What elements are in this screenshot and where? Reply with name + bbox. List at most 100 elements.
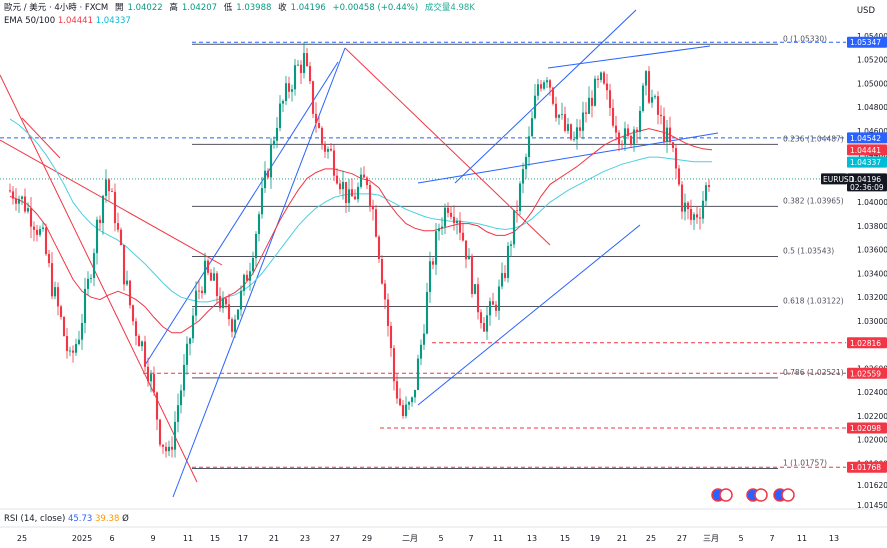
price-tag-label: 1.04196 [850, 175, 881, 184]
candle-body [584, 112, 588, 114]
candle-body [662, 116, 666, 142]
candle-body [185, 343, 189, 365]
candle-body [587, 97, 591, 114]
candle-body [113, 191, 117, 224]
candle-body [593, 78, 597, 106]
price-tag [847, 367, 887, 379]
candle-body [497, 286, 501, 311]
candle-body [77, 339, 81, 344]
candle-body [464, 240, 468, 260]
price-tag-label: 1.02816 [850, 339, 881, 348]
price-tag [847, 132, 887, 144]
candle-body [704, 185, 708, 201]
candle-body [62, 316, 66, 337]
candle-body [410, 397, 414, 403]
candle-body [89, 277, 93, 279]
candle-body [650, 97, 654, 103]
candle-body [161, 444, 165, 447]
candle-body [596, 78, 600, 80]
candle-body [308, 66, 312, 82]
candle-body [191, 315, 195, 339]
candle-body [104, 179, 108, 196]
candle-body [125, 280, 129, 285]
candle-body [302, 53, 306, 74]
candle-body [404, 404, 408, 417]
price-tag-label: 1.04542 [850, 134, 881, 143]
candle-body [266, 170, 270, 178]
ema100-value: 1.04337 [95, 16, 131, 26]
candle-body [11, 191, 15, 199]
price-axis[interactable]: 1.054001.052001.050001.048001.046001.044… [857, 32, 887, 510]
candle-body [26, 208, 30, 212]
candle-body [659, 114, 663, 117]
candle-body [41, 227, 45, 229]
candle-body [416, 358, 420, 390]
x-tick-label: 21 [269, 534, 279, 543]
candle-body [329, 148, 333, 151]
close-value: 1.04196 [290, 3, 326, 13]
candle-body [95, 219, 99, 254]
candle-body [170, 446, 174, 450]
candle-body [131, 305, 135, 322]
candle-body [707, 185, 711, 187]
symbol-title[interactable]: 歐元 / 美元 · 4小時 · FXCM [4, 3, 109, 13]
event-icons[interactable] [711, 488, 795, 502]
trend-lines[interactable] [0, 9, 719, 498]
candle-body [623, 128, 627, 145]
candle-body [53, 287, 57, 297]
candle-body [656, 96, 660, 115]
candle-body [500, 273, 504, 287]
candle-body [197, 290, 201, 292]
candle-body [155, 392, 159, 420]
x-tick-label: 15 [560, 534, 570, 543]
candle-body [149, 374, 153, 382]
candle-body [455, 220, 459, 224]
candle-body [569, 124, 573, 140]
candle-body [101, 195, 105, 223]
candle-body [293, 65, 297, 90]
candle-body [269, 144, 273, 178]
trend-line [144, 61, 339, 366]
candle-body [461, 232, 465, 241]
trend-line [172, 47, 346, 498]
x-tick-label: 6 [109, 534, 114, 543]
candle-body [323, 143, 327, 152]
ema-legend[interactable]: EMA 50/100 1.04441 1.04337 [4, 16, 131, 26]
candle-body [536, 84, 540, 96]
currency-label[interactable]: USD [856, 6, 875, 16]
candle-body [605, 83, 609, 91]
candle-body [209, 272, 213, 281]
time-axis[interactable]: 25 2025 6 9 11 15 17 21 23 27 29 二月 5 7 11 13 15 19 21 25 27… [17, 534, 839, 543]
candle-body [32, 226, 36, 230]
candle-body [257, 214, 261, 234]
candle-body [128, 280, 132, 306]
candle-body [230, 319, 234, 332]
high-label: 高 [169, 3, 178, 13]
candle-body [326, 148, 330, 152]
candle-body [218, 296, 222, 309]
fib-retracement[interactable]: 0 (1.05330) 0.236 (1.04487) 0.382 (1.03965… [0, 34, 846, 470]
rsi-ma-value: 39.38 [95, 514, 120, 524]
candle-body [563, 114, 567, 131]
trend-line [454, 9, 637, 184]
candle-body [674, 148, 678, 169]
x-tick-label: 11 [797, 534, 807, 543]
rsi-extra-value: Ø [122, 514, 129, 524]
candle-body [47, 253, 51, 264]
candle-body [164, 446, 168, 452]
candle-body [560, 114, 564, 115]
candle-body [689, 209, 693, 220]
candle-body [521, 169, 525, 184]
candle-body [245, 274, 249, 281]
candle-body [512, 210, 516, 245]
x-tick-label: 7 [769, 534, 774, 543]
candle-body [50, 263, 54, 297]
rsi-legend[interactable]: RSI (14, close) 45.73 39.38 Ø [4, 514, 129, 524]
candle-body [338, 183, 342, 190]
candle-body [518, 183, 522, 211]
y-tick-label: 1.01450 [857, 501, 887, 510]
price-tag [847, 144, 887, 156]
symbol-badge [821, 173, 847, 185]
candle-body [590, 97, 594, 106]
